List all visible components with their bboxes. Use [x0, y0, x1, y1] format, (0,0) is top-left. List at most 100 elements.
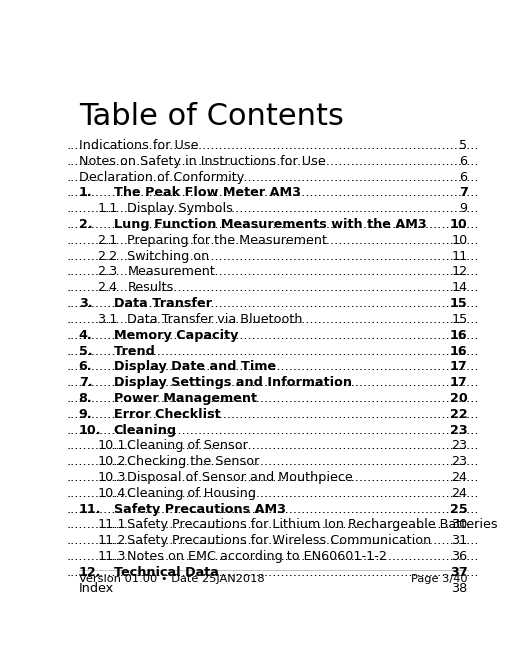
Text: Preparing for the Measurement: Preparing for the Measurement [127, 234, 327, 247]
Text: 14: 14 [451, 281, 468, 295]
Text: ................................................................................: ........................................… [67, 550, 479, 563]
Text: 31: 31 [451, 534, 468, 547]
Text: ................................................................................: ........................................… [67, 313, 479, 326]
Text: 24: 24 [451, 487, 468, 500]
Text: 2.3: 2.3 [97, 265, 117, 279]
Text: ................................................................................: ........................................… [67, 281, 479, 295]
Text: 17: 17 [450, 360, 468, 373]
Text: Safety Precautions for Wireless Communication: Safety Precautions for Wireless Communic… [127, 534, 432, 547]
Text: 4.: 4. [79, 329, 92, 342]
Text: 11.1: 11.1 [97, 518, 126, 532]
Text: ................................................................................: ........................................… [67, 329, 479, 342]
Text: ................................................................................: ........................................… [67, 487, 479, 500]
Text: ................................................................................: ........................................… [67, 360, 479, 373]
Text: 15: 15 [451, 313, 468, 326]
Text: Disposal of Sensor and Mouthpiece: Disposal of Sensor and Mouthpiece [127, 471, 361, 484]
Text: 10.1: 10.1 [97, 440, 126, 452]
Text: Switching on: Switching on [127, 250, 210, 263]
Text: Notes on Safety in Instructions for Use: Notes on Safety in Instructions for Use [79, 155, 326, 168]
Text: Notes on EMC according to EN60601-1-2: Notes on EMC according to EN60601-1-2 [127, 550, 387, 563]
Text: Safety Precautions AM3: Safety Precautions AM3 [114, 502, 290, 516]
Text: 38: 38 [451, 581, 468, 594]
Text: 11.: 11. [79, 502, 101, 516]
Text: ................................................................................: ........................................… [67, 424, 479, 436]
Text: 2.4: 2.4 [97, 281, 117, 295]
Text: Checking the Sensor: Checking the Sensor [127, 455, 260, 468]
Text: ................................................................................: ........................................… [67, 344, 479, 357]
Text: Measurement: Measurement [127, 265, 215, 279]
Text: 12.: 12. [79, 566, 101, 579]
Text: 10.2: 10.2 [97, 455, 126, 468]
Text: ................................................................................: ........................................… [67, 265, 479, 279]
Text: ................................................................................: ........................................… [67, 408, 479, 421]
Text: 9.: 9. [79, 408, 92, 421]
Text: ................................................................................: ........................................… [67, 471, 479, 484]
Text: 16: 16 [450, 344, 468, 357]
Text: ................................................................................: ........................................… [67, 392, 479, 405]
Text: Memory Capacity: Memory Capacity [114, 329, 238, 342]
Text: ................................................................................: ........................................… [67, 455, 479, 468]
Text: Page 3/40: Page 3/40 [411, 574, 468, 584]
Text: Data Transfer via Bluetooth: Data Transfer via Bluetooth [127, 313, 303, 326]
Text: 11: 11 [451, 250, 468, 263]
Text: Display Symbols: Display Symbols [127, 203, 233, 215]
Text: 30: 30 [451, 518, 468, 532]
Text: Safety Precautions for Lithium Ion Rechargeable Batteries: Safety Precautions for Lithium Ion Recha… [127, 518, 506, 532]
Text: ................................................................................: ........................................… [67, 155, 479, 168]
Text: 6.: 6. [79, 360, 92, 373]
Text: ................................................................................: ........................................… [67, 440, 479, 452]
Text: 23: 23 [451, 440, 468, 452]
Text: Index: Index [79, 581, 114, 594]
Text: 12: 12 [451, 265, 468, 279]
Text: ................................................................................: ........................................… [67, 297, 479, 310]
Text: 10.: 10. [79, 424, 101, 436]
Text: 24: 24 [451, 471, 468, 484]
Text: Power Management: Power Management [114, 392, 261, 405]
Text: Display Settings and Information: Display Settings and Information [114, 376, 352, 389]
Text: 5.: 5. [79, 344, 92, 357]
Text: 10: 10 [450, 218, 468, 231]
Text: 7: 7 [459, 187, 468, 199]
Text: 6: 6 [460, 155, 468, 168]
Text: Cleaning of Sensor: Cleaning of Sensor [127, 440, 248, 452]
Text: ................................................................................: ........................................… [67, 502, 479, 516]
Text: 23: 23 [451, 455, 468, 468]
Text: 7.: 7. [79, 376, 92, 389]
Text: 1.1: 1.1 [97, 203, 117, 215]
Text: 5: 5 [459, 139, 468, 152]
Text: 11.2: 11.2 [97, 534, 126, 547]
Text: Indications for Use: Indications for Use [79, 139, 198, 152]
Text: 25: 25 [450, 502, 468, 516]
Text: Results: Results [127, 281, 174, 295]
Text: 2.2: 2.2 [97, 250, 117, 263]
Text: 2.1: 2.1 [97, 234, 117, 247]
Text: 9: 9 [460, 203, 468, 215]
Text: 23: 23 [450, 424, 468, 436]
Text: 22: 22 [450, 408, 468, 421]
Text: Cleaning: Cleaning [114, 424, 177, 436]
Text: ................................................................................: ........................................… [67, 534, 479, 547]
Text: Declaration of Conformity: Declaration of Conformity [79, 171, 244, 183]
Text: 16: 16 [450, 329, 468, 342]
Text: 10.3: 10.3 [97, 471, 126, 484]
Text: 3.1: 3.1 [97, 313, 117, 326]
Text: ................................................................................: ........................................… [67, 139, 479, 152]
Text: 37: 37 [450, 566, 468, 579]
Text: 36: 36 [451, 550, 468, 563]
Text: 20: 20 [450, 392, 468, 405]
Text: 15: 15 [450, 297, 468, 310]
Text: Error Checklist: Error Checklist [114, 408, 225, 421]
Text: ................................................................................: ........................................… [67, 518, 479, 532]
Text: ................................................................................: ........................................… [67, 566, 479, 579]
Text: Table of Contents: Table of Contents [79, 103, 344, 131]
Text: Data Transfer: Data Transfer [114, 297, 212, 310]
Text: ................................................................................: ........................................… [67, 171, 479, 183]
Text: The Peak Flow Meter AM3: The Peak Flow Meter AM3 [114, 187, 310, 199]
Text: 11.3: 11.3 [97, 550, 126, 563]
Text: Display Date and Time: Display Date and Time [114, 360, 280, 373]
Text: 1.: 1. [79, 187, 92, 199]
Text: ................................................................................: ........................................… [67, 234, 479, 247]
Text: ................................................................................: ........................................… [67, 203, 479, 215]
Text: ................................................................................: ........................................… [67, 581, 479, 594]
Text: 2.: 2. [79, 218, 92, 231]
